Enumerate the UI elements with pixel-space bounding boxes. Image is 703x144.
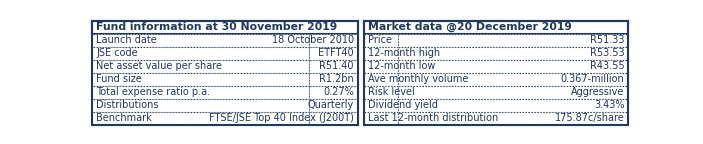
Bar xyxy=(364,60,398,73)
Bar xyxy=(309,34,358,47)
Text: Distributions: Distributions xyxy=(96,100,159,110)
Text: Market data @20 December 2019: Market data @20 December 2019 xyxy=(368,22,572,32)
Bar xyxy=(398,86,628,99)
Bar xyxy=(364,21,628,125)
Bar xyxy=(398,47,628,60)
Bar xyxy=(92,99,309,112)
Bar xyxy=(309,47,358,60)
Text: ETFT40: ETFT40 xyxy=(318,48,354,58)
Text: Dividend yield: Dividend yield xyxy=(368,100,438,110)
Bar xyxy=(309,73,358,86)
Bar xyxy=(309,60,358,73)
Text: 3.43%: 3.43% xyxy=(594,100,624,110)
Bar xyxy=(309,86,358,99)
Bar xyxy=(92,34,309,47)
Bar xyxy=(398,60,628,73)
Text: R1.2bn: R1.2bn xyxy=(319,74,354,84)
Bar xyxy=(92,60,309,73)
Text: 18 October 2010: 18 October 2010 xyxy=(271,35,354,45)
Bar xyxy=(92,86,309,99)
Text: R53.53: R53.53 xyxy=(590,48,624,58)
Bar xyxy=(398,34,628,47)
Text: Price: Price xyxy=(368,35,392,45)
Text: R51.40: R51.40 xyxy=(319,61,354,71)
Bar xyxy=(92,112,309,125)
Text: 175.87c/share: 175.87c/share xyxy=(555,113,624,123)
Text: JSE code: JSE code xyxy=(96,48,138,58)
Bar xyxy=(309,99,358,112)
Text: Fund information at 30 November 2019: Fund information at 30 November 2019 xyxy=(96,22,337,32)
Text: Total expense ratio p.a.: Total expense ratio p.a. xyxy=(96,87,210,97)
Text: 12-month low: 12-month low xyxy=(368,61,435,71)
Text: Risk level: Risk level xyxy=(368,87,415,97)
Bar xyxy=(398,112,628,125)
Text: R43.55: R43.55 xyxy=(590,61,624,71)
Text: FTSE/JSE Top 40 Index (J200T): FTSE/JSE Top 40 Index (J200T) xyxy=(209,113,354,123)
Bar xyxy=(364,73,398,86)
Text: Net asset value per share: Net asset value per share xyxy=(96,61,222,71)
Bar xyxy=(364,86,398,99)
Bar xyxy=(364,34,398,47)
Text: 0.367-million: 0.367-million xyxy=(561,74,624,84)
Bar xyxy=(398,73,628,86)
Bar xyxy=(92,47,309,60)
Bar xyxy=(364,21,628,34)
Text: Launch date: Launch date xyxy=(96,35,157,45)
Text: Last 12-month distribution: Last 12-month distribution xyxy=(368,113,498,123)
Bar xyxy=(92,73,309,86)
Bar xyxy=(92,21,358,125)
Text: 12-month high: 12-month high xyxy=(368,48,440,58)
Text: Aggressive: Aggressive xyxy=(571,87,624,97)
Bar xyxy=(364,99,398,112)
Text: Ave monthly volume: Ave monthly volume xyxy=(368,74,468,84)
Bar xyxy=(364,47,398,60)
Bar xyxy=(364,112,398,125)
Bar xyxy=(309,112,358,125)
Text: Benchmark: Benchmark xyxy=(96,113,152,123)
Text: Fund size: Fund size xyxy=(96,74,142,84)
Bar xyxy=(398,99,628,112)
Bar xyxy=(92,21,358,34)
Text: R51.33: R51.33 xyxy=(590,35,624,45)
Text: Quarterly: Quarterly xyxy=(307,100,354,110)
Text: 0.27%: 0.27% xyxy=(323,87,354,97)
